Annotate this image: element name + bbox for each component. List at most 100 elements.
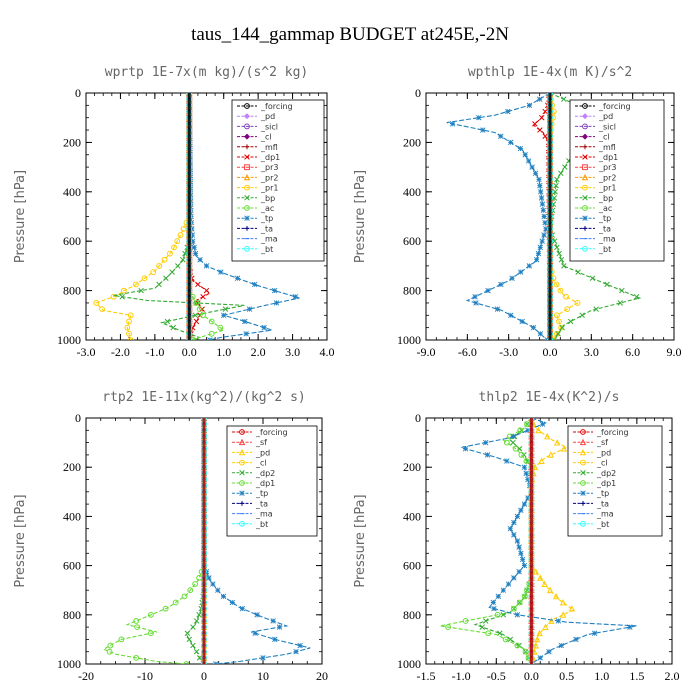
data-point xyxy=(521,501,528,507)
legend-marker xyxy=(579,438,587,446)
data-point xyxy=(537,189,544,195)
data-point xyxy=(163,275,169,282)
data-point xyxy=(190,238,196,244)
data-point xyxy=(186,636,193,643)
y-tick-label: 600 xyxy=(63,234,81,248)
y-tick-label: 200 xyxy=(403,135,421,149)
data-point xyxy=(542,219,548,226)
y-tick-label: 200 xyxy=(63,135,81,149)
legend-marker xyxy=(582,164,588,171)
data-point xyxy=(462,618,469,624)
data-point xyxy=(549,337,556,340)
data-point xyxy=(220,593,227,600)
data-point xyxy=(558,256,565,263)
y-axis-label: Pressure [hPa] xyxy=(353,170,368,263)
data-point xyxy=(519,556,526,563)
legend-item: _cl xyxy=(573,459,608,468)
legend-marker xyxy=(582,205,588,211)
x-tick-label: 0.0 xyxy=(182,345,197,359)
data-point xyxy=(180,256,186,263)
data-point xyxy=(533,257,540,263)
legend-item: _forcing xyxy=(575,102,631,111)
data-point xyxy=(133,654,140,661)
data-point xyxy=(537,182,543,189)
legend-marker xyxy=(580,501,586,506)
data-point xyxy=(534,635,541,643)
data-point xyxy=(516,544,522,550)
legend-marker xyxy=(239,490,245,496)
data-point xyxy=(539,201,546,207)
x-tick-label: 1.0 xyxy=(216,345,231,359)
data-point xyxy=(124,324,131,331)
data-point xyxy=(593,306,599,312)
legend-marker xyxy=(579,448,587,456)
data-point xyxy=(206,575,212,581)
legend: _forcing_sf_pd _cl_dp2_dp1_tp_ta _ma_bt xyxy=(567,425,663,537)
legend-label: _pr3 xyxy=(598,163,616,172)
legend-marker xyxy=(582,103,588,109)
x-tick-label: -2.0 xyxy=(111,345,130,359)
y-tick-label: 0 xyxy=(75,86,81,100)
data-point xyxy=(175,263,181,269)
data-point xyxy=(189,337,196,340)
data-point xyxy=(187,587,194,594)
data-point xyxy=(532,568,540,575)
legend-label: _ta xyxy=(598,224,611,233)
legend-marker xyxy=(582,245,588,252)
data-point xyxy=(156,263,163,269)
legend-item: _sf xyxy=(573,438,608,447)
x-tick-label: 20 xyxy=(316,669,328,683)
data-point xyxy=(541,580,548,587)
data-point xyxy=(494,611,501,618)
data-point xyxy=(521,562,528,569)
data-point xyxy=(127,337,134,340)
data-point xyxy=(559,598,567,606)
data-point xyxy=(449,121,456,127)
legend-label: _bt xyxy=(260,245,273,254)
data-point xyxy=(494,306,501,312)
data-point xyxy=(200,312,206,319)
data-point xyxy=(191,244,197,251)
chart-panel-1: wprtp 1E-7x(m kg)/(s^2 kg) Pressure [hPa]… xyxy=(13,65,335,359)
legend-label: _pr2 xyxy=(598,173,616,182)
legend-marker xyxy=(582,113,588,120)
legend-item: _sicl xyxy=(575,122,616,131)
data-point xyxy=(106,648,113,655)
data-point xyxy=(514,612,521,618)
legend-item: _pd xyxy=(232,448,270,457)
legend-marker xyxy=(244,103,250,109)
legend-label: _tp xyxy=(596,489,609,498)
legend-item: _pr2 xyxy=(575,173,616,182)
legend-item: _dp2 xyxy=(232,469,275,478)
data-point xyxy=(541,213,547,220)
legend-label: _ma xyxy=(596,510,614,519)
legend-item: _bt xyxy=(575,245,611,254)
legend-item: _bp xyxy=(237,194,275,203)
chart-panel-2: wpthlp 1E-4x(m K)/s^2 Pressure [hPa] -9.0 -… xyxy=(353,65,682,359)
data-point xyxy=(511,519,517,526)
data-point xyxy=(99,306,105,313)
data-point xyxy=(526,263,533,269)
data-point xyxy=(557,287,564,294)
series-line xyxy=(102,418,205,664)
series-dp2 xyxy=(473,418,535,664)
plot-area xyxy=(446,93,661,340)
data-point xyxy=(525,476,531,483)
legend-item: _ma xyxy=(237,235,278,244)
y-tick-label: 1000 xyxy=(57,333,81,347)
data-point xyxy=(133,618,140,624)
data-point xyxy=(518,550,524,557)
data-point xyxy=(537,244,544,251)
data-point xyxy=(537,574,544,581)
legend-marker xyxy=(239,470,245,476)
legend-item: _ta xyxy=(575,224,611,233)
data-point xyxy=(591,630,598,636)
panel-title: wpthlp 1E-4x(m K)/s^2 xyxy=(468,65,632,80)
legend-marker xyxy=(244,195,250,201)
data-point xyxy=(507,139,514,146)
y-tick-label: 0 xyxy=(415,86,421,100)
legend-marker xyxy=(238,438,246,446)
legend-marker xyxy=(244,164,250,171)
legend-marker xyxy=(239,480,245,486)
data-point xyxy=(537,331,544,337)
